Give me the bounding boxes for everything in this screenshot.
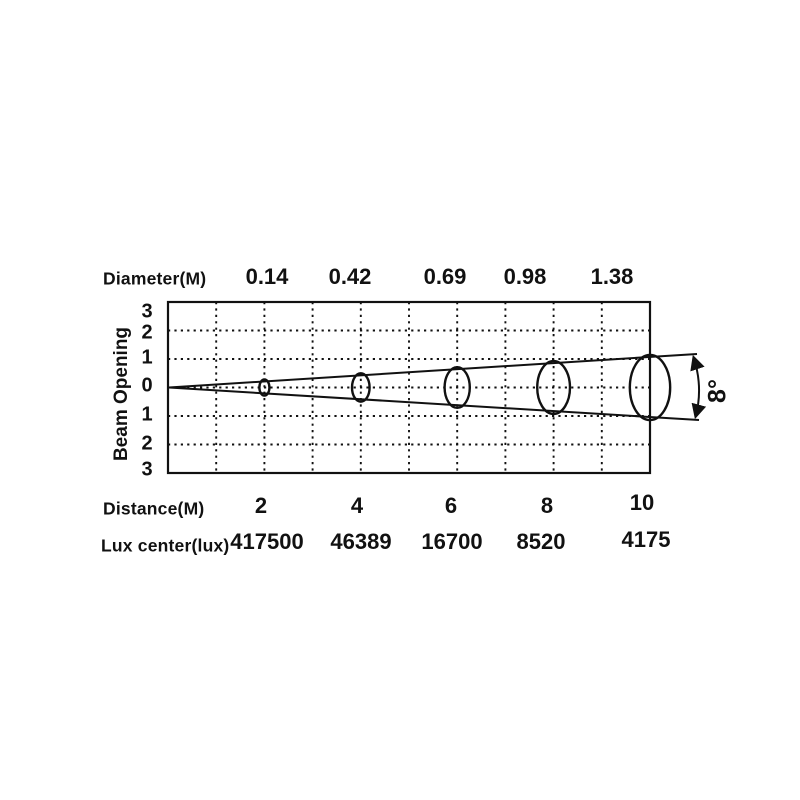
y-tick-label: 2 <box>141 321 153 344</box>
lux-value: 16700 <box>421 529 483 554</box>
diameter-value: 0.14 <box>245 264 289 289</box>
beam-cone-upper-line <box>168 353 698 389</box>
y-tick-label: 2 <box>141 432 153 455</box>
lux-row-label: Lux center(lux) <box>101 535 230 556</box>
beam-ellipse <box>628 353 672 422</box>
y-tick-label: 3 <box>141 458 153 481</box>
beam-ellipse <box>443 365 471 410</box>
lux-value: 46389 <box>330 529 392 554</box>
y-tick-label: 1 <box>141 346 153 369</box>
diameter-row-label: Diameter(M) <box>103 268 207 289</box>
beam-ellipse <box>350 372 371 403</box>
diameter-value: 0.42 <box>328 264 372 289</box>
lux-value: 4175 <box>621 527 671 552</box>
diameter-value: 0.98 <box>503 264 547 289</box>
distance-row-label: Distance(M) <box>103 498 205 519</box>
beam-ellipse <box>536 359 572 416</box>
beam-cone-lower-line <box>168 386 700 421</box>
beam-angle-label: 8° <box>703 379 732 403</box>
distance-value: 2 <box>254 493 268 518</box>
distance-value: 4 <box>350 493 364 518</box>
beam-ellipse <box>258 378 271 397</box>
distance-value: 6 <box>444 493 458 518</box>
distance-value: 8 <box>540 493 554 518</box>
y-axis-title: Beam Opening <box>111 326 132 462</box>
y-tick-label: 0 <box>141 374 153 397</box>
lux-value: 417500 <box>230 529 304 554</box>
angle-arc <box>690 354 707 420</box>
lux-value: 8520 <box>516 529 566 554</box>
distance-value: 10 <box>629 490 655 515</box>
diameter-value: 0.69 <box>423 264 467 289</box>
diameter-value: 1.38 <box>590 264 634 289</box>
y-tick-label: 1 <box>141 403 153 426</box>
plot-border <box>166 300 652 475</box>
y-tick-label: 3 <box>141 300 153 323</box>
